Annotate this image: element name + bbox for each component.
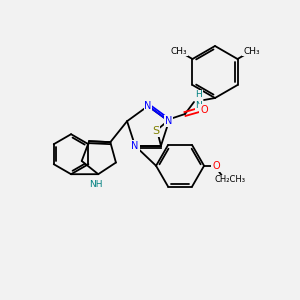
Text: CH₃: CH₃ bbox=[243, 46, 260, 56]
Text: CH₃: CH₃ bbox=[170, 46, 187, 56]
Text: H
N: H N bbox=[196, 90, 202, 110]
Text: N: N bbox=[131, 141, 139, 151]
Text: N: N bbox=[165, 116, 172, 126]
Text: N: N bbox=[144, 101, 152, 111]
Text: O: O bbox=[212, 161, 220, 171]
Text: S: S bbox=[152, 126, 160, 136]
Text: NH: NH bbox=[89, 180, 103, 189]
Text: CH₂CH₃: CH₂CH₃ bbox=[214, 175, 246, 184]
Text: O: O bbox=[200, 105, 208, 115]
